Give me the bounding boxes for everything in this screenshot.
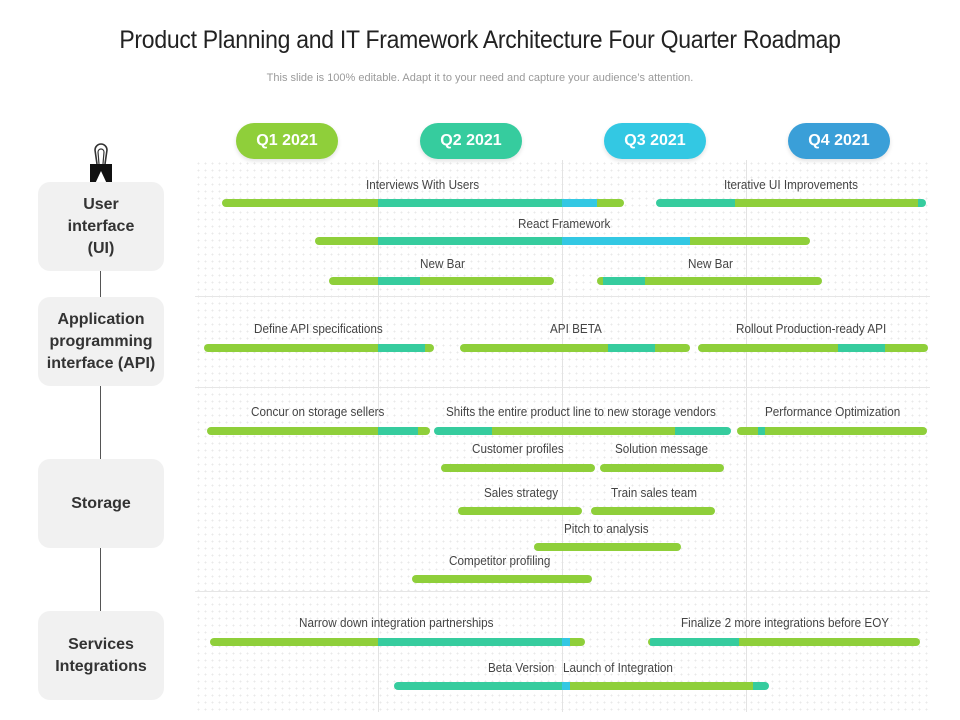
task-label: Train sales team: [611, 485, 698, 500]
category-label: User interface (UI): [67, 195, 135, 257]
quarter-divider: [746, 160, 747, 712]
task-bar: [412, 575, 592, 583]
quarter-pill-q2: Q2 2021: [420, 123, 522, 159]
task-label: Sales strategy: [484, 485, 559, 500]
task-bar: [458, 507, 582, 515]
task-bar: [207, 427, 430, 435]
task-label: Narrow down integration partnerships: [299, 615, 494, 630]
category-storage: Storage: [38, 459, 164, 548]
quarter-divider: [378, 160, 379, 712]
task-label: Launch of Integration: [563, 660, 673, 675]
page-title: Product Planning and IT Framework Archit…: [119, 26, 841, 54]
task-bar: [441, 464, 595, 472]
task-label: Customer profiles: [472, 441, 564, 456]
task-label: Finalize 2 more integrations before EOY: [681, 615, 890, 630]
quarter-pill-q4: Q4 2021: [788, 123, 890, 159]
task-label: Define API specifications: [254, 321, 383, 336]
task-label: Pitch to analysis: [564, 521, 649, 536]
category-label: Storage: [71, 494, 131, 512]
task-bar: [737, 427, 927, 435]
task-label: Performance Optimization: [765, 404, 901, 419]
task-label: Competitor profiling: [449, 553, 551, 568]
binder-clip-icon: [90, 143, 112, 186]
task-label: New Bar: [420, 256, 465, 271]
task-label: Beta Version: [488, 660, 555, 675]
task-label: Concur on storage sellers: [251, 404, 385, 419]
page-subtitle: This slide is 100% editable. Adapt it to…: [266, 72, 694, 84]
task-label: React Framework: [518, 216, 611, 231]
task-label: Solution message: [615, 441, 709, 456]
row-separator: [195, 296, 930, 297]
task-label: Rollout Production-ready API: [736, 321, 887, 336]
task-label: Shifts the entire product line to new st…: [446, 404, 716, 419]
quarter-pill-q1: Q1 2021: [236, 123, 338, 159]
category-connector-line: [100, 168, 101, 688]
task-bar: [534, 543, 681, 551]
category-label: Services Integrations: [55, 635, 147, 675]
task-label: Iterative UI Improvements: [724, 177, 858, 192]
row-separator: [195, 591, 930, 592]
task-bar: [460, 344, 690, 352]
task-bar: [210, 638, 585, 646]
task-bar: [600, 464, 724, 472]
task-bar: [222, 199, 624, 207]
task-bar: [648, 638, 920, 646]
task-bar: [434, 427, 731, 435]
task-label: Interviews With Users: [366, 177, 480, 192]
row-separator: [195, 387, 930, 388]
task-bar: [656, 199, 926, 207]
quarter-divider: [562, 160, 563, 712]
task-bar: [394, 682, 769, 690]
task-bar: [204, 344, 434, 352]
task-label: API BETA: [550, 321, 602, 336]
task-bar: [591, 507, 715, 515]
category-label: Application programming interface (API): [46, 310, 156, 372]
category-api: Application programming interface (API): [38, 297, 164, 386]
task-bar: [329, 277, 554, 285]
task-bar: [698, 344, 928, 352]
task-label: New Bar: [688, 256, 733, 271]
quarter-pill-q3: Q3 2021: [604, 123, 706, 159]
category-services-integrations: Services Integrations: [38, 611, 164, 700]
category-user-interface: User interface (UI): [38, 182, 164, 271]
task-bar: [597, 277, 822, 285]
task-bar: [315, 237, 810, 245]
